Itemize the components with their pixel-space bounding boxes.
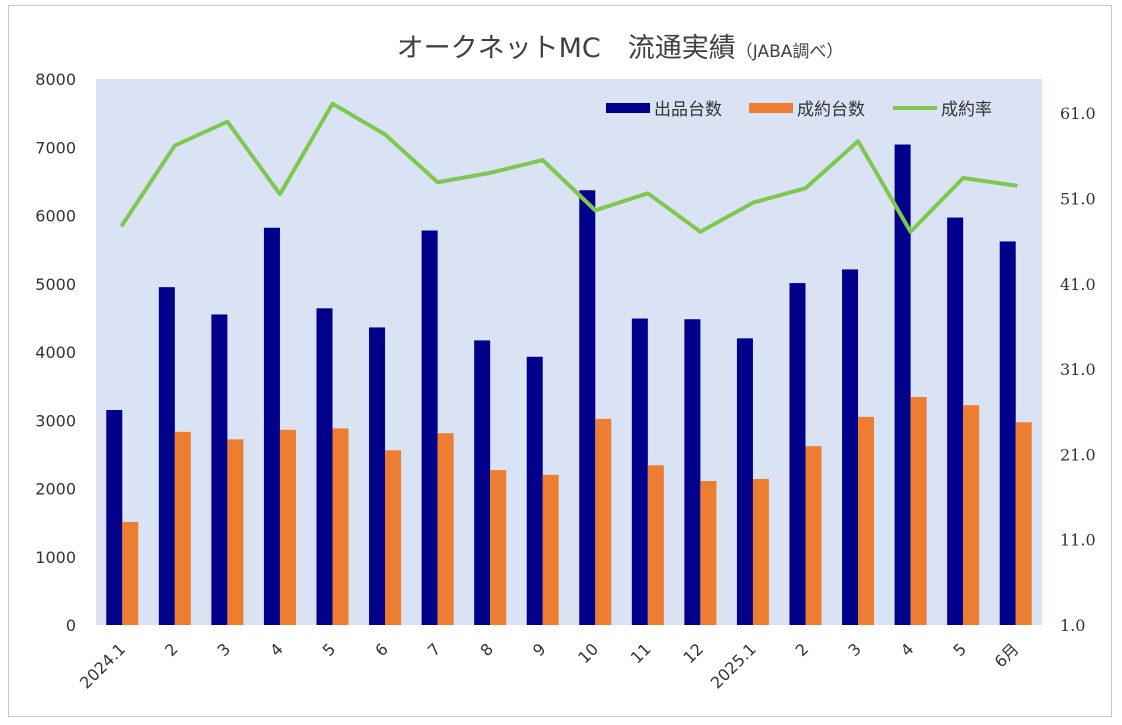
bar-contracted-units (963, 405, 980, 625)
x-tick-label: 2 (161, 639, 182, 660)
y-right-tick-label: 1.0 (1060, 616, 1085, 635)
bar-contracted-units (647, 465, 664, 625)
y-right-tick-label: 41.0 (1060, 275, 1096, 294)
bar-listed-units (684, 319, 701, 625)
x-tick-label: 12 (679, 639, 707, 667)
bar-listed-units (894, 144, 911, 625)
chart-title-main: オークネットMC 流通実績 (397, 33, 736, 64)
bar-listed-units (579, 190, 596, 625)
chart-title: オークネットMC 流通実績（JABA調べ） (397, 33, 844, 64)
y-right-tick-label: 11.0 (1060, 531, 1096, 550)
y-right-tick-label: 21.0 (1060, 445, 1096, 464)
bar-contracted-units (385, 450, 402, 625)
y-left-tick-label: 3000 (35, 411, 76, 430)
x-tick-label: 4 (897, 639, 918, 660)
y-right-tick-label: 61.0 (1060, 104, 1096, 123)
bar-listed-units (211, 314, 228, 625)
chart-title-sub: （JABA調べ） (736, 42, 844, 62)
bar-contracted-units (1015, 422, 1032, 625)
x-tick-label: 4 (266, 639, 287, 660)
bar-contracted-units (122, 521, 139, 625)
bar-listed-units (999, 241, 1016, 625)
x-tick-label: 6 (371, 639, 392, 660)
y-left-tick-label: 1000 (35, 548, 76, 567)
x-tick-label: 3 (844, 639, 865, 660)
legend-label: 出品台数 (654, 100, 722, 120)
line-contract-rate (120, 101, 1018, 234)
bar-listed-units (526, 356, 543, 625)
bar-contracted-units (227, 439, 244, 625)
y-left-tick-label: 5000 (35, 275, 76, 294)
x-tick-label: 2024.1 (76, 639, 129, 692)
bar-listed-units (369, 327, 386, 625)
bar-contracted-units (805, 446, 822, 625)
bar-listed-units (158, 287, 175, 625)
bar-contracted-units (279, 429, 296, 625)
bar-listed-units (789, 283, 806, 625)
x-tick-label: 2 (792, 639, 813, 660)
bar-listed-units (736, 338, 753, 625)
x-tick-label: 5 (319, 639, 340, 660)
legend-label: 成約率 (941, 100, 992, 120)
legend-swatch (749, 103, 793, 113)
bar-contracted-units (595, 418, 612, 625)
bar-contracted-units (490, 470, 507, 625)
x-tick-label: 7 (424, 639, 445, 660)
bar-contracted-units (858, 416, 875, 625)
y-right-tick-label: 31.0 (1060, 360, 1096, 379)
y-left-tick-label: 0 (66, 616, 76, 635)
x-tick-label: 2025.1 (707, 639, 760, 692)
bar-contracted-units (752, 478, 769, 625)
bar-contracted-units (437, 433, 454, 625)
y-left-tick-label: 2000 (35, 480, 76, 499)
y-left-tick-label: 8000 (35, 70, 76, 89)
bar-listed-units (421, 230, 438, 625)
bar-listed-units (947, 217, 964, 626)
bar-listed-units (263, 227, 280, 625)
bar-contracted-units (700, 480, 717, 625)
x-tick-label: 11 (627, 639, 655, 667)
x-tick-label: 8 (476, 639, 497, 660)
bar-listed-units (842, 269, 859, 625)
y-right-tick-label: 51.0 (1060, 189, 1096, 208)
x-tick-label: 5 (949, 639, 970, 660)
x-tick-label: 6月 (991, 639, 1023, 671)
x-tick-label: 9 (529, 639, 550, 660)
bar-listed-units (316, 308, 333, 625)
y-left-tick-label: 7000 (35, 138, 76, 157)
bar-listed-units (631, 318, 648, 625)
legend-swatch (606, 103, 650, 113)
bar-listed-units (474, 340, 491, 625)
bar-listed-units (106, 410, 123, 625)
x-tick-label: 10 (574, 639, 602, 667)
bar-contracted-units (542, 474, 559, 625)
y-left-tick-label: 4000 (35, 343, 76, 362)
y-left-tick-label: 6000 (35, 207, 76, 226)
plot-area (96, 79, 1042, 625)
bar-contracted-units (910, 397, 927, 625)
x-tick-label: 3 (214, 639, 235, 660)
bar-contracted-units (332, 428, 349, 625)
bar-contracted-units (174, 431, 191, 625)
legend-label: 成約台数 (797, 100, 865, 120)
